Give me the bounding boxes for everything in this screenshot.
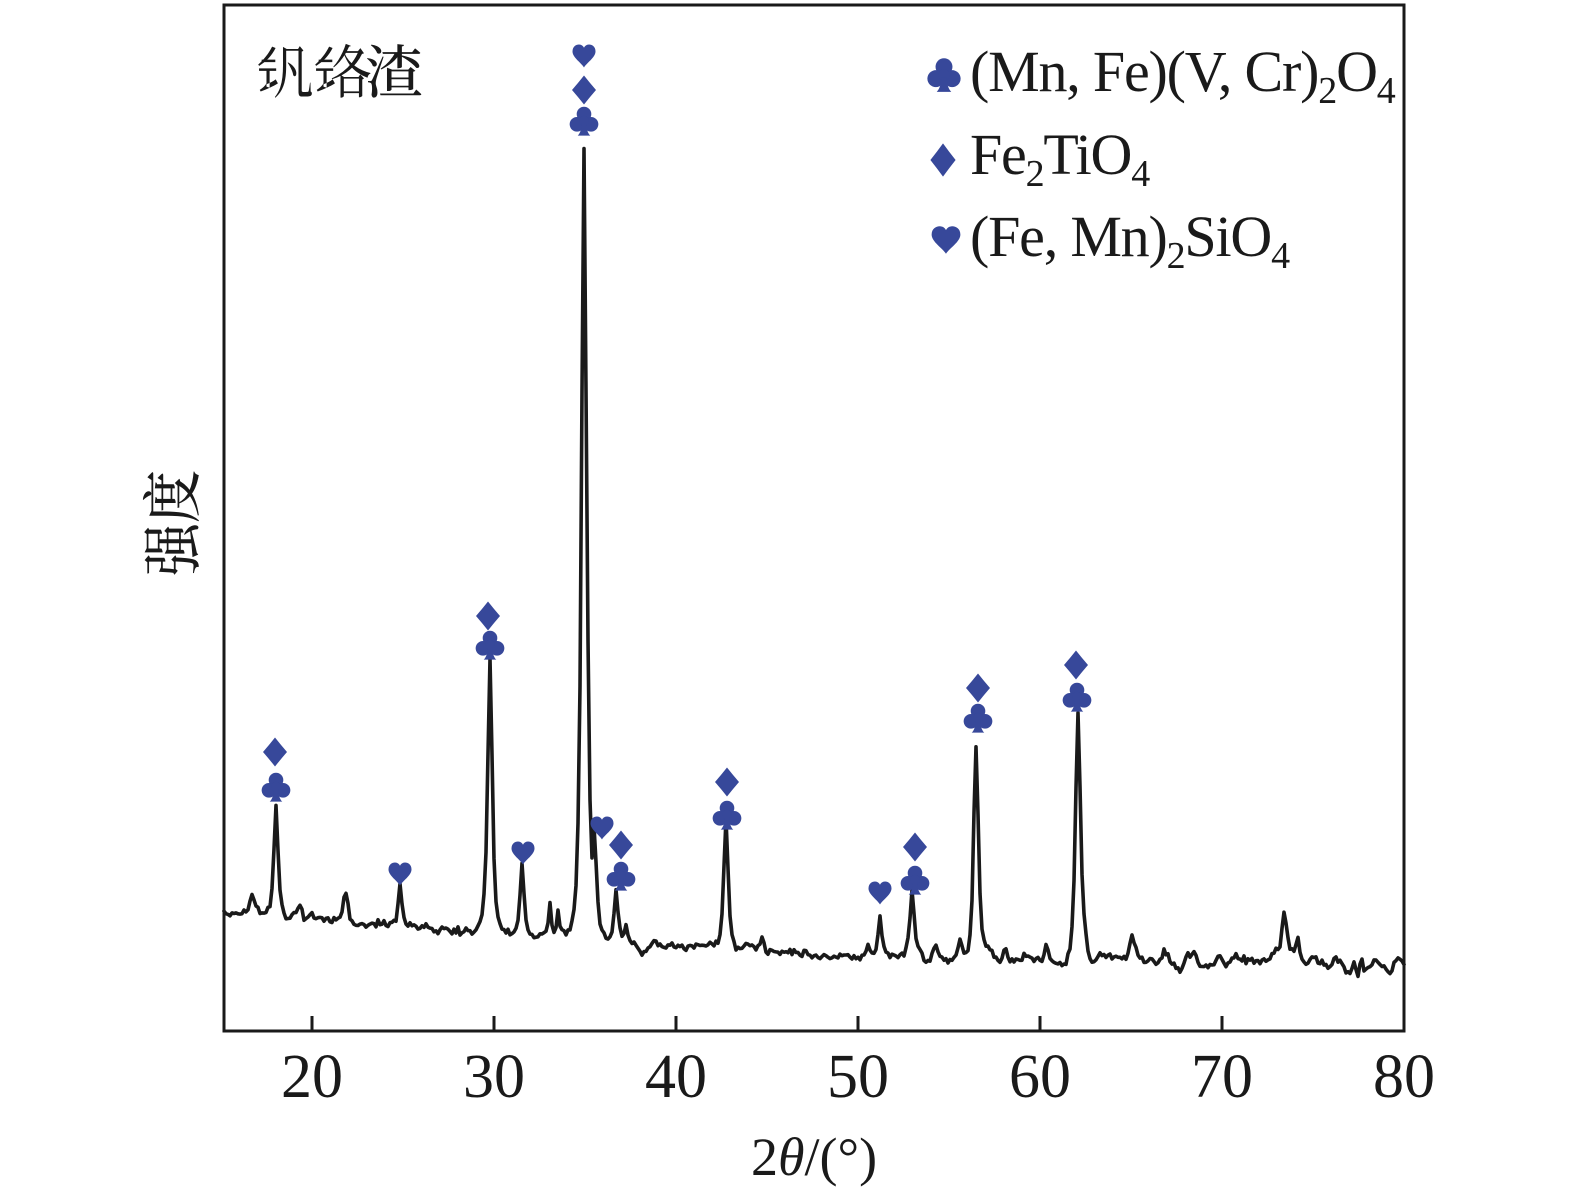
svg-text:2θ/(°): 2θ/(°) [751,1127,877,1187]
svg-text:20: 20 [281,1043,343,1111]
svg-text:(Mn, Fe)(V, Cr)2O4: (Mn, Fe)(V, Cr)2O4 [970,39,1396,112]
svg-text:40: 40 [645,1043,707,1111]
svg-text:(Fe, Mn)2SiO4: (Fe, Mn)2SiO4 [970,204,1290,277]
svg-text:70: 70 [1191,1043,1253,1111]
svg-text:60: 60 [1009,1043,1071,1111]
svg-text:Fe2TiO4: Fe2TiO4 [970,122,1150,195]
svg-text:80: 80 [1373,1043,1435,1111]
svg-text:50: 50 [827,1043,889,1111]
svg-text:30: 30 [463,1043,525,1111]
